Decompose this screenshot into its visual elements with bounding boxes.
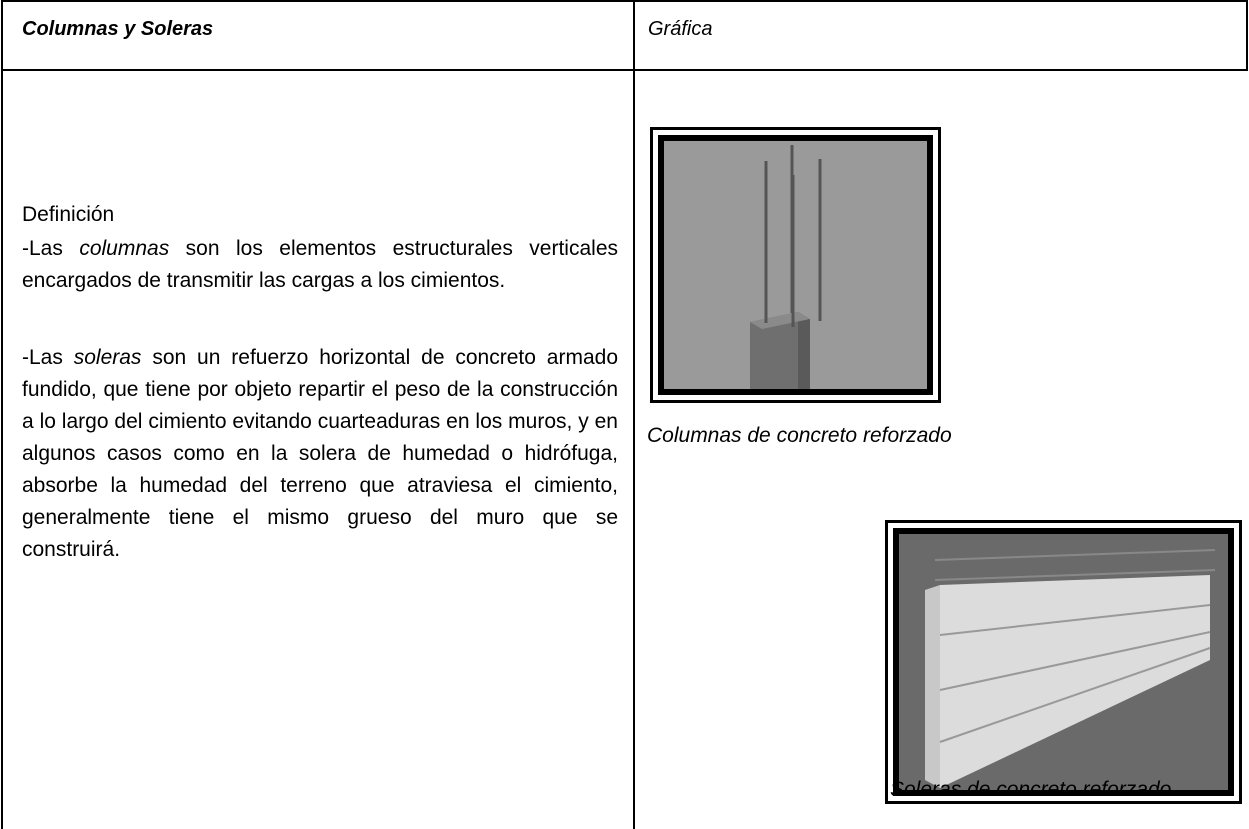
paragraph: -Las soleras son un refuerzo horizontal …: [22, 342, 618, 566]
heading: Definición: [22, 203, 115, 226]
text: -Las: [22, 346, 74, 369]
table-border: [1246, 0, 1248, 71]
table-border: [1, 0, 1248, 2]
table-border: [1, 69, 1248, 71]
caption: Soleras de concreto reforzado: [890, 778, 1172, 801]
column-image: [650, 127, 941, 403]
term: soleras: [73, 346, 142, 369]
header-right: Gráfica: [648, 18, 713, 40]
table-border: [1, 0, 3, 829]
caption: Columnas de concreto reforzado: [647, 424, 952, 447]
header-left: Columnas y Soleras: [22, 18, 214, 40]
text: son los elementos estructurales vertical…: [22, 237, 618, 292]
term: columnas: [79, 237, 170, 260]
table-border: [633, 0, 635, 829]
text: -Las: [22, 237, 80, 260]
paragraph: -Las columnas son los elementos estructu…: [22, 233, 618, 297]
text: son un refuerzo horizontal de concreto a…: [22, 346, 618, 561]
wall-image: [885, 520, 1242, 804]
